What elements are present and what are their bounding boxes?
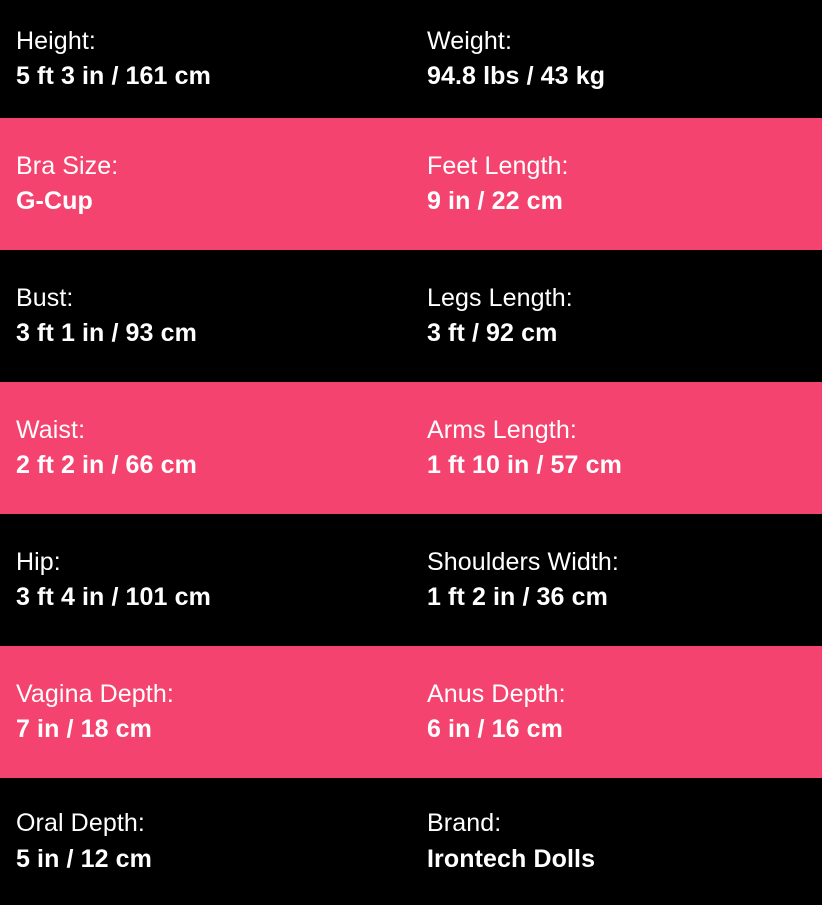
- spec-value: 7 in / 18 cm: [16, 715, 152, 743]
- spec-cell-weight: Weight: 94.8 lbs / 43 kg: [411, 24, 822, 95]
- spec-label: Shoulders Width:: [427, 547, 619, 576]
- spec-label: Brand:: [427, 809, 502, 837]
- spec-value: 94.8 lbs / 43 kg: [427, 62, 606, 90]
- spec-value: 3 ft 1 in / 93 cm: [16, 319, 197, 347]
- spec-cell-shoulders-width: Shoulders Width: 1 ft 2 in / 36 cm: [411, 545, 822, 616]
- spec-label: Feet Length:: [427, 151, 569, 180]
- spec-label: Arms Length:: [427, 415, 577, 444]
- spec-value: 5 in / 12 cm: [16, 844, 152, 873]
- spec-cell-vagina-depth: Vagina Depth: 7 in / 18 cm: [0, 677, 411, 748]
- spec-cell-bust: Bust: 3 ft 1 in / 93 cm: [0, 281, 411, 352]
- spec-cell-legs-length: Legs Length: 3 ft / 92 cm: [411, 281, 822, 352]
- spec-value: 6 in / 16 cm: [427, 715, 563, 743]
- spec-label: Vagina Depth:: [16, 679, 174, 708]
- spec-label: Legs Length:: [427, 283, 573, 312]
- spec-value: 9 in / 22 cm: [427, 187, 563, 215]
- spec-value: 2 ft 2 in / 66 cm: [16, 451, 197, 479]
- spec-cell-brand: Brand: Irontech Dolls: [411, 806, 822, 877]
- spec-value: 3 ft 4 in / 101 cm: [16, 583, 211, 611]
- table-row: Oral Depth: 5 in / 12 cm Brand: Irontech…: [0, 778, 822, 905]
- spec-cell-bra-size: Bra Size: G-Cup: [0, 149, 411, 220]
- table-row: Bra Size: G-Cup Feet Length: 9 in / 22 c…: [0, 118, 822, 250]
- spec-label: Oral Depth:: [16, 809, 145, 837]
- table-row: Bust: 3 ft 1 in / 93 cm Legs Length: 3 f…: [0, 250, 822, 382]
- spec-cell-anus-depth: Anus Depth: 6 in / 16 cm: [411, 677, 822, 748]
- table-row: Hip: 3 ft 4 in / 101 cm Shoulders Width:…: [0, 514, 822, 646]
- spec-value: 1 ft 2 in / 36 cm: [427, 583, 608, 611]
- spec-value: G-Cup: [16, 187, 93, 215]
- spec-cell-oral-depth: Oral Depth: 5 in / 12 cm: [0, 806, 411, 877]
- spec-label: Hip:: [16, 547, 61, 576]
- spec-cell-feet-length: Feet Length: 9 in / 22 cm: [411, 149, 822, 220]
- spec-value: Irontech Dolls: [427, 844, 596, 873]
- spec-label: Bra Size:: [16, 151, 119, 180]
- table-row: Height: 5 ft 3 in / 161 cm Weight: 94.8 …: [0, 0, 822, 118]
- spec-cell-hip: Hip: 3 ft 4 in / 101 cm: [0, 545, 411, 616]
- spec-label: Waist:: [16, 415, 86, 444]
- spec-value: 5 ft 3 in / 161 cm: [16, 62, 211, 90]
- table-row: Vagina Depth: 7 in / 18 cm Anus Depth: 6…: [0, 646, 822, 778]
- spec-cell-height: Height: 5 ft 3 in / 161 cm: [0, 24, 411, 95]
- table-row: Waist: 2 ft 2 in / 66 cm Arms Length: 1 …: [0, 382, 822, 514]
- spec-label: Bust:: [16, 283, 74, 312]
- spec-cell-arms-length: Arms Length: 1 ft 10 in / 57 cm: [411, 413, 822, 484]
- spec-cell-waist: Waist: 2 ft 2 in / 66 cm: [0, 413, 411, 484]
- spec-label: Weight:: [427, 26, 513, 55]
- spec-value: 1 ft 10 in / 57 cm: [427, 451, 622, 479]
- spec-label: Anus Depth:: [427, 679, 566, 708]
- spec-label: Height:: [16, 26, 96, 55]
- spec-value: 3 ft / 92 cm: [427, 319, 558, 347]
